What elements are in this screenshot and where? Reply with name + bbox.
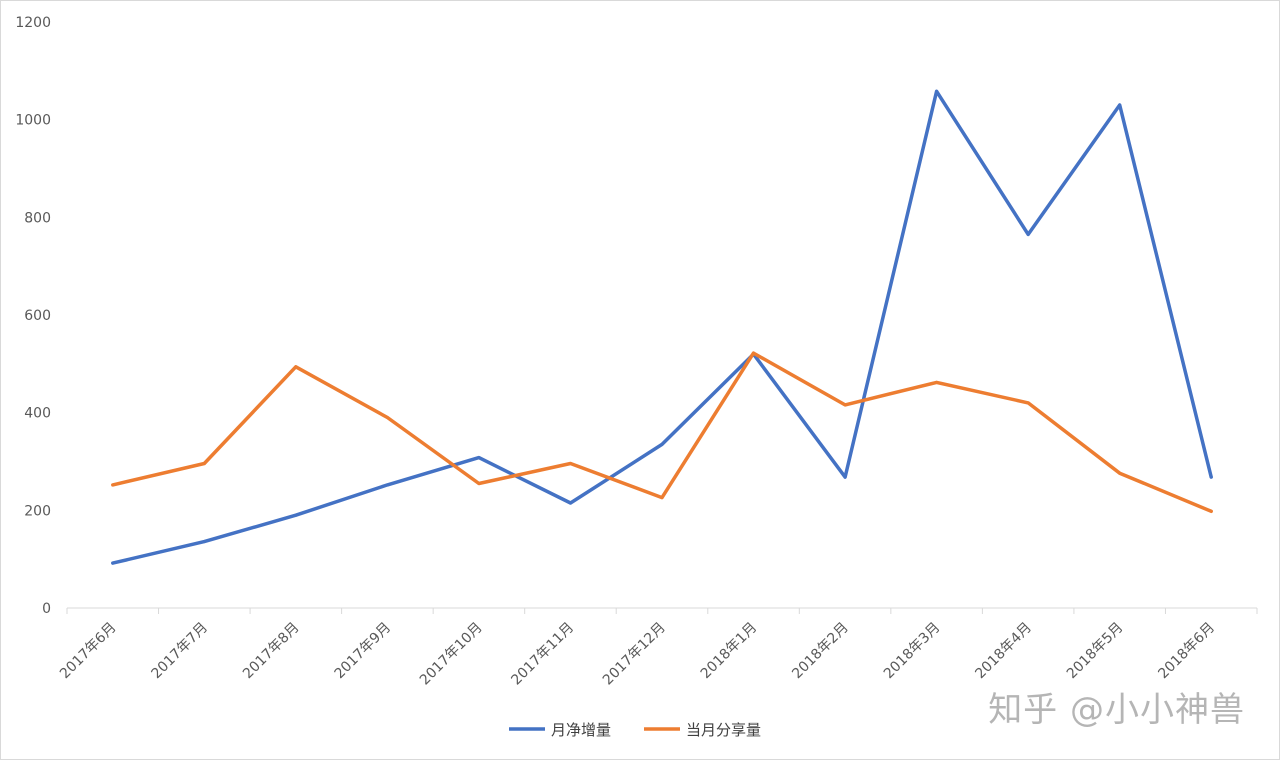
x-axis-tick-labels: 2017年6月 2017年7月 2017年8月 2017年9月 2017年10月 2017… bbox=[57, 620, 1218, 689]
data-point bbox=[568, 501, 572, 505]
data-point bbox=[385, 483, 389, 487]
y-tick-label: 200 bbox=[24, 503, 51, 519]
data-point bbox=[568, 461, 572, 465]
y-tick-label: 400 bbox=[24, 406, 51, 422]
data-point bbox=[202, 461, 206, 465]
x-tick-label: 2018年3月 bbox=[881, 620, 944, 683]
data-point bbox=[1026, 401, 1030, 405]
series-lines bbox=[111, 89, 1213, 565]
x-tick-label: 2018年1月 bbox=[698, 620, 761, 683]
x-tick-label: 2018年4月 bbox=[972, 620, 1035, 683]
y-tick-label: 1000 bbox=[15, 113, 51, 129]
data-point bbox=[1118, 471, 1122, 475]
data-point bbox=[935, 380, 939, 384]
legend-label: 月净增量 bbox=[551, 721, 611, 739]
data-point bbox=[1209, 475, 1213, 479]
data-point bbox=[477, 456, 481, 460]
data-point bbox=[477, 481, 481, 485]
y-tick-label: 1200 bbox=[15, 15, 51, 31]
data-point bbox=[294, 513, 298, 517]
data-point bbox=[111, 561, 115, 565]
data-point bbox=[660, 496, 664, 500]
x-tick-label: 2017年11月 bbox=[508, 620, 577, 689]
y-axis-tick-labels: 0 200 400 600 800 1000 1200 bbox=[15, 15, 51, 617]
x-tick-label: 2017年8月 bbox=[240, 620, 303, 683]
data-point bbox=[843, 403, 847, 407]
series-line-2 bbox=[111, 351, 1213, 514]
x-tick-label: 2018年6月 bbox=[1155, 620, 1218, 683]
data-point bbox=[111, 483, 115, 487]
data-point bbox=[202, 540, 206, 544]
series-line-1 bbox=[111, 89, 1213, 565]
data-point bbox=[385, 416, 389, 420]
x-tick-label: 2017年6月 bbox=[57, 620, 120, 683]
data-point bbox=[752, 351, 756, 355]
data-point bbox=[935, 89, 939, 93]
x-tick-label: 2017年12月 bbox=[600, 620, 669, 689]
data-point bbox=[1118, 103, 1122, 107]
y-tick-label: 0 bbox=[42, 601, 51, 617]
x-tick-label: 2017年7月 bbox=[149, 620, 212, 683]
legend: 月净增量 当月分享量 bbox=[509, 721, 761, 739]
data-point bbox=[843, 475, 847, 479]
data-point bbox=[1209, 509, 1213, 513]
data-point bbox=[1026, 232, 1030, 236]
legend-label: 当月分享量 bbox=[686, 721, 761, 739]
x-axis-ticks bbox=[66, 608, 1258, 614]
x-tick-label: 2018年5月 bbox=[1064, 620, 1127, 683]
watermark: 知乎 @小小神兽 bbox=[988, 690, 1245, 730]
data-point bbox=[294, 365, 298, 369]
data-point bbox=[660, 442, 664, 446]
y-tick-label: 600 bbox=[24, 308, 51, 324]
x-tick-label: 2017年9月 bbox=[332, 620, 395, 683]
x-tick-label: 2018年2月 bbox=[789, 620, 852, 683]
x-tick-label: 2017年10月 bbox=[417, 620, 486, 689]
y-tick-label: 800 bbox=[24, 210, 51, 226]
